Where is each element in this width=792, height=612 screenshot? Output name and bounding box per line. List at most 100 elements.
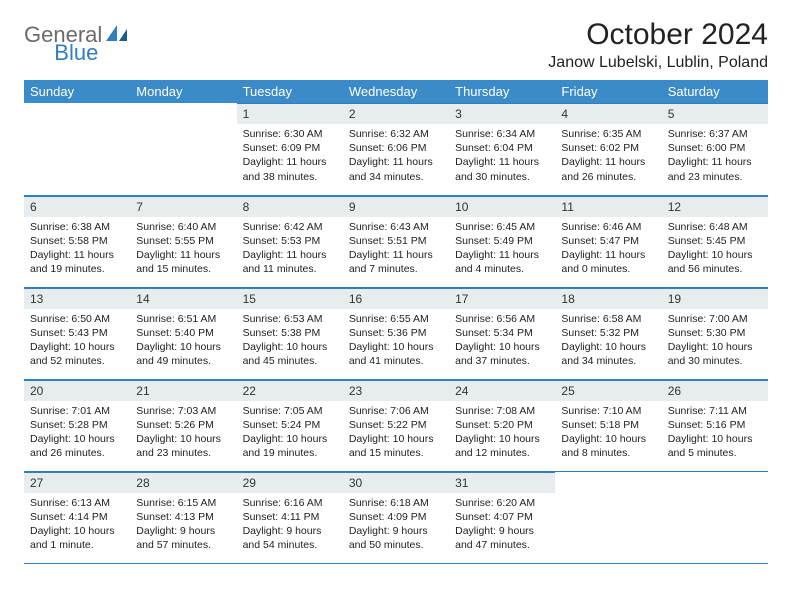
day-number: 2 bbox=[343, 103, 449, 124]
day-number: 19 bbox=[662, 288, 768, 309]
day-details: Sunrise: 6:48 AMSunset: 5:45 PMDaylight:… bbox=[662, 217, 768, 283]
day-number: 25 bbox=[555, 380, 661, 401]
calendar-day-cell: 15Sunrise: 6:53 AMSunset: 5:38 PMDayligh… bbox=[237, 287, 343, 379]
day-number: 21 bbox=[130, 380, 236, 401]
day-number: 27 bbox=[24, 472, 130, 493]
weekday-header: Thursday bbox=[449, 80, 555, 103]
day-details: Sunrise: 6:20 AMSunset: 4:07 PMDaylight:… bbox=[449, 493, 555, 559]
day-number: 10 bbox=[449, 196, 555, 217]
weekday-header: Tuesday bbox=[237, 80, 343, 103]
month-title: October 2024 bbox=[548, 18, 768, 52]
day-number: 13 bbox=[24, 288, 130, 309]
day-number: 16 bbox=[343, 288, 449, 309]
day-number: 9 bbox=[343, 196, 449, 217]
calendar-day-cell: 8Sunrise: 6:42 AMSunset: 5:53 PMDaylight… bbox=[237, 195, 343, 287]
weekday-header-row: SundayMondayTuesdayWednesdayThursdayFrid… bbox=[24, 80, 768, 103]
calendar-day-cell: 14Sunrise: 6:51 AMSunset: 5:40 PMDayligh… bbox=[130, 287, 236, 379]
day-details: Sunrise: 6:38 AMSunset: 5:58 PMDaylight:… bbox=[24, 217, 130, 283]
calendar-day-cell: 10Sunrise: 6:45 AMSunset: 5:49 PMDayligh… bbox=[449, 195, 555, 287]
day-number: 23 bbox=[343, 380, 449, 401]
day-details: Sunrise: 6:53 AMSunset: 5:38 PMDaylight:… bbox=[237, 309, 343, 375]
day-details: Sunrise: 6:50 AMSunset: 5:43 PMDaylight:… bbox=[24, 309, 130, 375]
day-number: 20 bbox=[24, 380, 130, 401]
day-details: Sunrise: 6:37 AMSunset: 6:00 PMDaylight:… bbox=[662, 124, 768, 190]
day-number: 11 bbox=[555, 196, 661, 217]
calendar-day-cell: 1Sunrise: 6:30 AMSunset: 6:09 PMDaylight… bbox=[237, 103, 343, 195]
calendar-table: SundayMondayTuesdayWednesdayThursdayFrid… bbox=[24, 80, 768, 564]
day-number: 15 bbox=[237, 288, 343, 309]
weekday-header: Wednesday bbox=[343, 80, 449, 103]
day-number: 14 bbox=[130, 288, 236, 309]
calendar-day-cell: 13Sunrise: 6:50 AMSunset: 5:43 PMDayligh… bbox=[24, 287, 130, 379]
day-details: Sunrise: 7:01 AMSunset: 5:28 PMDaylight:… bbox=[24, 401, 130, 467]
calendar-day-cell: 28Sunrise: 6:15 AMSunset: 4:13 PMDayligh… bbox=[130, 471, 236, 563]
day-number: 22 bbox=[237, 380, 343, 401]
logo: General Blue bbox=[24, 22, 176, 48]
day-number: 1 bbox=[237, 103, 343, 124]
day-details: Sunrise: 6:34 AMSunset: 6:04 PMDaylight:… bbox=[449, 124, 555, 190]
day-number: 8 bbox=[237, 196, 343, 217]
day-number: 12 bbox=[662, 196, 768, 217]
calendar-day-cell: 25Sunrise: 7:10 AMSunset: 5:18 PMDayligh… bbox=[555, 379, 661, 471]
weekday-header: Friday bbox=[555, 80, 661, 103]
day-details: Sunrise: 6:18 AMSunset: 4:09 PMDaylight:… bbox=[343, 493, 449, 559]
day-number: 17 bbox=[449, 288, 555, 309]
day-number: 30 bbox=[343, 472, 449, 493]
day-number: 3 bbox=[449, 103, 555, 124]
calendar-day-cell: 29Sunrise: 6:16 AMSunset: 4:11 PMDayligh… bbox=[237, 471, 343, 563]
day-details: Sunrise: 6:15 AMSunset: 4:13 PMDaylight:… bbox=[130, 493, 236, 559]
calendar-day-cell: 12Sunrise: 6:48 AMSunset: 5:45 PMDayligh… bbox=[662, 195, 768, 287]
calendar-day-cell: 5Sunrise: 6:37 AMSunset: 6:00 PMDaylight… bbox=[662, 103, 768, 195]
day-details: Sunrise: 6:13 AMSunset: 4:14 PMDaylight:… bbox=[24, 493, 130, 559]
day-details: Sunrise: 7:05 AMSunset: 5:24 PMDaylight:… bbox=[237, 401, 343, 467]
day-details: Sunrise: 7:06 AMSunset: 5:22 PMDaylight:… bbox=[343, 401, 449, 467]
day-details: Sunrise: 7:03 AMSunset: 5:26 PMDaylight:… bbox=[130, 401, 236, 467]
day-number: 5 bbox=[662, 103, 768, 124]
day-details: Sunrise: 6:55 AMSunset: 5:36 PMDaylight:… bbox=[343, 309, 449, 375]
calendar-day-cell: 20Sunrise: 7:01 AMSunset: 5:28 PMDayligh… bbox=[24, 379, 130, 471]
calendar-day-cell: 7Sunrise: 6:40 AMSunset: 5:55 PMDaylight… bbox=[130, 195, 236, 287]
day-number: 4 bbox=[555, 103, 661, 124]
calendar-week-row: 20Sunrise: 7:01 AMSunset: 5:28 PMDayligh… bbox=[24, 379, 768, 471]
calendar-day-cell: .. bbox=[24, 103, 130, 195]
calendar-day-cell: 19Sunrise: 7:00 AMSunset: 5:30 PMDayligh… bbox=[662, 287, 768, 379]
calendar-week-row: 6Sunrise: 6:38 AMSunset: 5:58 PMDaylight… bbox=[24, 195, 768, 287]
day-details: Sunrise: 7:00 AMSunset: 5:30 PMDaylight:… bbox=[662, 309, 768, 375]
calendar-day-cell: 22Sunrise: 7:05 AMSunset: 5:24 PMDayligh… bbox=[237, 379, 343, 471]
calendar-day-cell: 4Sunrise: 6:35 AMSunset: 6:02 PMDaylight… bbox=[555, 103, 661, 195]
day-number: 29 bbox=[237, 472, 343, 493]
day-details: Sunrise: 6:32 AMSunset: 6:06 PMDaylight:… bbox=[343, 124, 449, 190]
calendar-day-cell: 17Sunrise: 6:56 AMSunset: 5:34 PMDayligh… bbox=[449, 287, 555, 379]
calendar-day-cell: 24Sunrise: 7:08 AMSunset: 5:20 PMDayligh… bbox=[449, 379, 555, 471]
weekday-header: Sunday bbox=[24, 80, 130, 103]
day-number: 28 bbox=[130, 472, 236, 493]
day-number: 6 bbox=[24, 196, 130, 217]
day-details: Sunrise: 6:51 AMSunset: 5:40 PMDaylight:… bbox=[130, 309, 236, 375]
page-header: General Blue October 2024 Janow Lubelski… bbox=[24, 18, 768, 72]
day-details: Sunrise: 6:16 AMSunset: 4:11 PMDaylight:… bbox=[237, 493, 343, 559]
title-block: October 2024 Janow Lubelski, Lublin, Pol… bbox=[548, 18, 768, 72]
calendar-day-cell: .. bbox=[662, 471, 768, 563]
day-details: Sunrise: 6:42 AMSunset: 5:53 PMDaylight:… bbox=[237, 217, 343, 283]
day-details: Sunrise: 7:10 AMSunset: 5:18 PMDaylight:… bbox=[555, 401, 661, 467]
calendar-week-row: ....1Sunrise: 6:30 AMSunset: 6:09 PMDayl… bbox=[24, 103, 768, 195]
day-details: Sunrise: 6:56 AMSunset: 5:34 PMDaylight:… bbox=[449, 309, 555, 375]
calendar-day-cell: 11Sunrise: 6:46 AMSunset: 5:47 PMDayligh… bbox=[555, 195, 661, 287]
calendar-day-cell: 18Sunrise: 6:58 AMSunset: 5:32 PMDayligh… bbox=[555, 287, 661, 379]
calendar-day-cell: 30Sunrise: 6:18 AMSunset: 4:09 PMDayligh… bbox=[343, 471, 449, 563]
calendar-day-cell: 3Sunrise: 6:34 AMSunset: 6:04 PMDaylight… bbox=[449, 103, 555, 195]
location-label: Janow Lubelski, Lublin, Poland bbox=[548, 54, 768, 72]
calendar-day-cell: 23Sunrise: 7:06 AMSunset: 5:22 PMDayligh… bbox=[343, 379, 449, 471]
weekday-header: Monday bbox=[130, 80, 236, 103]
logo-sail-icon bbox=[106, 25, 128, 48]
day-number: 26 bbox=[662, 380, 768, 401]
calendar-page: General Blue October 2024 Janow Lubelski… bbox=[0, 0, 792, 582]
calendar-day-cell: 6Sunrise: 6:38 AMSunset: 5:58 PMDaylight… bbox=[24, 195, 130, 287]
day-details: Sunrise: 6:43 AMSunset: 5:51 PMDaylight:… bbox=[343, 217, 449, 283]
calendar-day-cell: 31Sunrise: 6:20 AMSunset: 4:07 PMDayligh… bbox=[449, 471, 555, 563]
day-number: 7 bbox=[130, 196, 236, 217]
calendar-week-row: 13Sunrise: 6:50 AMSunset: 5:43 PMDayligh… bbox=[24, 287, 768, 379]
calendar-week-row: 27Sunrise: 6:13 AMSunset: 4:14 PMDayligh… bbox=[24, 471, 768, 563]
calendar-day-cell: 2Sunrise: 6:32 AMSunset: 6:06 PMDaylight… bbox=[343, 103, 449, 195]
day-details: Sunrise: 6:46 AMSunset: 5:47 PMDaylight:… bbox=[555, 217, 661, 283]
